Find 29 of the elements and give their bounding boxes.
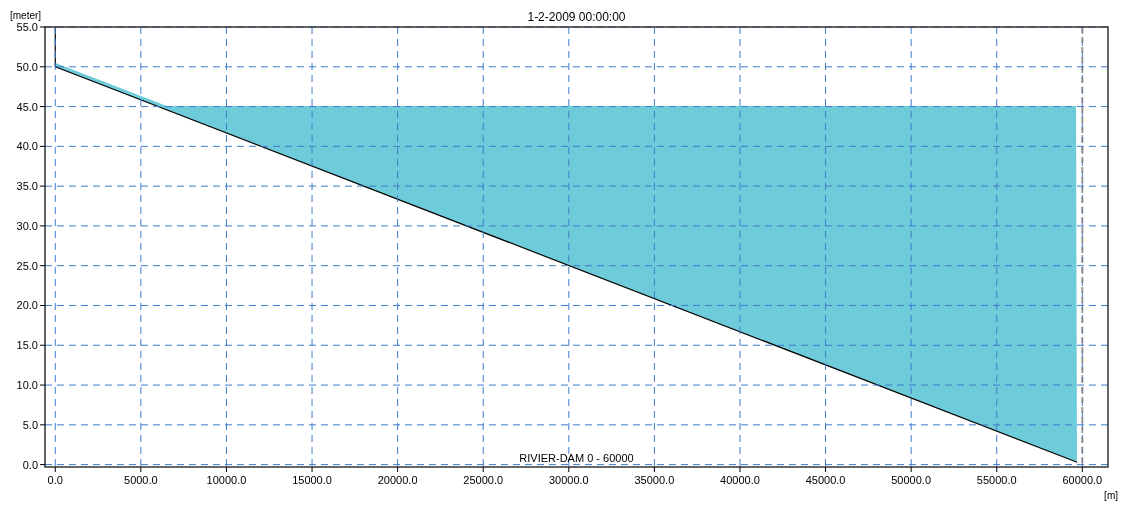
annotation: RIVIER-DAM 0 - 60000: [519, 452, 634, 464]
chart-title: 1-2-2009 00:00:00: [527, 10, 626, 24]
x-tick-label: 10000.0: [206, 474, 247, 486]
x-tick-label: 55000.0: [976, 474, 1017, 486]
y-tick-label: 40.0: [16, 140, 38, 153]
x-tick-label: 25000.0: [463, 474, 504, 486]
y-tick-label: 30.0: [16, 219, 38, 232]
y-tick-label: 0.0: [22, 458, 38, 471]
x-tick-label: 0.0: [47, 474, 63, 486]
x-tick-label: 15000.0: [292, 474, 332, 486]
x-tick-label: 35000.0: [634, 474, 675, 486]
x-tick-label: 5000.0: [124, 474, 158, 486]
x-axis-title: [m]: [1104, 490, 1119, 501]
x-tick-label: 40000.0: [720, 474, 760, 486]
y-tick-label: 5.0: [22, 418, 38, 431]
y-tick-label: 55.0: [16, 21, 38, 33]
y-tick-label: 15.0: [16, 339, 38, 352]
x-tick-label: 30000.0: [548, 474, 589, 486]
y-tick-label: 35.0: [16, 180, 38, 193]
x-tick-label: 20000.0: [377, 474, 418, 486]
x-tick-label: 60000.0: [1062, 474, 1103, 486]
y-tick-label: 50.0: [16, 60, 38, 73]
y-tick-label: 20.0: [16, 299, 38, 312]
x-tick-label: 50000.0: [891, 474, 932, 486]
y-tick-label: 45.0: [16, 100, 38, 113]
y-tick-label: 25.0: [16, 259, 38, 272]
y-axis-title: [meter]: [10, 10, 42, 21]
x-tick-label: 45000.0: [805, 474, 846, 486]
y-tick-label: 10.0: [16, 379, 38, 392]
